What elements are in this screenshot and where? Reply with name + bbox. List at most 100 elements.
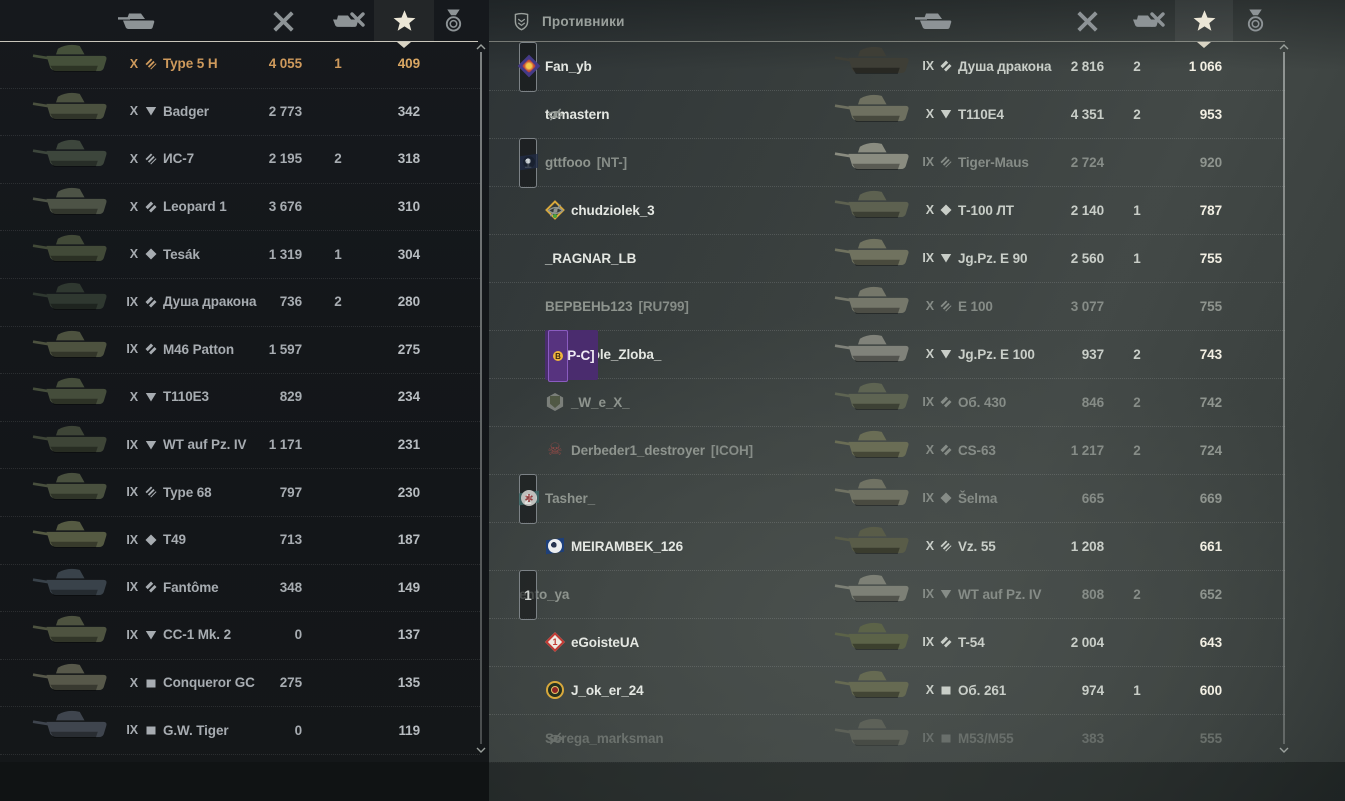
enemies-scrollbar[interactable] (1283, 52, 1285, 744)
xp-column-tab-selected[interactable] (374, 0, 434, 42)
player-name[interactable]: Derbeder1_destroyer (571, 442, 705, 458)
xp-value: 275 (397, 341, 420, 357)
allies-scrollbar[interactable] (480, 52, 482, 744)
xp-value: 669 (1199, 490, 1222, 506)
vehicle-tier: X (925, 347, 934, 361)
player-name[interactable]: _RAGNAR_LB (545, 250, 637, 266)
player-name[interactable]: MEIRAMBEK_126 (571, 538, 683, 554)
damage-value: 348 (279, 579, 302, 595)
medals-column-icon[interactable] (441, 0, 465, 42)
vehicle-name: CS-63 (958, 442, 996, 458)
ally-row[interactable]: IX CC-1 Mk. 2 0 137 (0, 611, 480, 660)
scroll-down-icon[interactable] (1279, 747, 1289, 753)
player-name[interactable]: chudziolek_3 (571, 202, 655, 218)
enemy-row[interactable]: _RAGNAR_LB IX Jg.Pz. E 90 2 560 1 755 (489, 234, 1285, 283)
vehicle-image (834, 573, 920, 616)
ally-row[interactable]: X Leopard 1 3 676 310 (0, 183, 480, 232)
enemy-row[interactable]: chudziolek_3 X Т-100 ЛТ 2 140 1 787 (489, 186, 1285, 235)
player-name[interactable]: Fan_yb (545, 58, 592, 74)
scroll-down-icon[interactable] (476, 747, 486, 753)
player-name[interactable]: J_ok_er_24 (571, 682, 644, 698)
enemy-row[interactable]: MEIRAMBEK_126 X Vz. 55 1 208 661 (489, 522, 1285, 571)
ally-row[interactable]: IX G.W. Tiger 0 119 (0, 706, 480, 755)
enemy-row[interactable]: _W_e_X_ IX Об. 430 846 2 742 (489, 378, 1285, 427)
player-name[interactable]: Serega_marksman (545, 730, 664, 746)
vehicle-tier: X (925, 539, 934, 553)
ally-row[interactable]: IX Fantôme 348 149 (0, 564, 480, 613)
frags-value: 2 (1133, 394, 1141, 410)
vehicle-image (32, 329, 118, 372)
player-identity: tomastern (519, 90, 609, 138)
xp-value: 742 (1199, 394, 1222, 410)
frags-value (323, 468, 353, 516)
enemy-row[interactable]: Serega_marksman IX M53/M55 383 555 (489, 714, 1285, 763)
enemy-row[interactable]: 1 gttfooo [NT-] IX Tiger-Maus 2 724 920 (489, 138, 1285, 188)
frags-value: 2 (1133, 586, 1141, 602)
ally-row[interactable]: X T110E3 829 234 (0, 373, 480, 422)
light-class-icon (940, 474, 954, 522)
enemy-row[interactable]: eGoisteUA IX T-54 2 004 643 (489, 618, 1285, 667)
vehicle-image (32, 376, 118, 419)
vehicle-column-icon[interactable] (914, 0, 954, 42)
clan-emblem (519, 488, 539, 508)
enemy-row[interactable]: tomastern X T110E4 4 351 2 953 (489, 90, 1285, 139)
vehicle-column-icon[interactable] (117, 0, 157, 42)
kills-column-icon[interactable] (325, 0, 365, 42)
damage-column-icon[interactable] (1075, 0, 1099, 42)
frags-value: 2 (1133, 442, 1141, 458)
vehicle-image (834, 718, 909, 746)
enemy-row[interactable]: ВЕРВЕНЬ123 [RU799] X E 100 3 077 755 (489, 282, 1285, 331)
enemy-row[interactable]: 2Tasher_ IX Šelma 665 669 (489, 474, 1285, 524)
enemy-row[interactable]: 1 ento_ya IX WT auf Pz. IV 808 2 652 (489, 570, 1285, 620)
enemy-row[interactable]: _Djole_Zloba_[O-P-C]B X Jg.Pz. E 100 937 2 74… (489, 330, 1285, 382)
ally-row[interactable]: X ИС-7 2 195 2 318 (0, 135, 480, 184)
squad-badge: 1 (519, 570, 537, 620)
vehicle-tier: X (925, 443, 934, 457)
ally-row[interactable]: X Badger 2 773 342 (0, 88, 480, 137)
ally-row[interactable]: IX WT auf Pz. IV 1 171 231 (0, 421, 480, 470)
vehicle-tier: IX (922, 587, 934, 601)
vehicle-image (32, 187, 107, 215)
kills-column-icon[interactable] (1125, 0, 1165, 42)
scroll-up-icon[interactable] (1279, 44, 1289, 50)
star-icon (1193, 9, 1215, 31)
player-name[interactable]: gttfooo (545, 154, 591, 170)
damage-value: 275 (279, 675, 302, 691)
vehicle-image (834, 669, 920, 712)
player-name[interactable]: ВЕРВЕНЬ123 (545, 298, 633, 314)
enemy-row[interactable]: J_ok_er_24 X Об. 261 974 1 600 (489, 666, 1285, 715)
ally-row-self[interactable]: X Type 5 H 4 055 1 409 (0, 40, 480, 89)
vehicle-tier: IX (126, 723, 138, 738)
ally-row[interactable]: IX T49 713 187 (0, 516, 480, 565)
ally-row[interactable]: IX Душа дракона 736 2 280 (0, 278, 480, 327)
xp-column-tab-selected[interactable] (1175, 0, 1233, 42)
damage-value: 1 597 (268, 341, 302, 357)
vehicle-tier: X (129, 675, 138, 690)
ally-row[interactable]: X Conqueror GC 275 135 (0, 659, 480, 708)
player-name[interactable]: _W_e_X_ (571, 394, 630, 410)
header-underline (0, 41, 478, 42)
ally-row[interactable]: IX Type 68 797 230 (0, 468, 480, 517)
frags-value: 1 (1133, 250, 1141, 266)
allies-header (0, 0, 489, 48)
scroll-up-icon[interactable] (476, 44, 486, 50)
medals-column-icon[interactable] (1243, 0, 1267, 42)
vehicle-name: Об. 430 (958, 394, 1007, 410)
vehicle-name: Душа дракона (958, 58, 1052, 74)
enemies-panel-background (489, 0, 1345, 801)
damage-value: 3 077 (1070, 298, 1104, 314)
ally-row[interactable]: IX M46 Patton 1 597 275 (0, 326, 480, 375)
damage-column-icon[interactable] (271, 0, 295, 42)
ally-row[interactable]: X Tesák 1 319 1 304 (0, 230, 480, 279)
player-name[interactable]: eGoisteUA (571, 634, 640, 650)
vehicle-name: CC-1 Mk. 2 (163, 627, 232, 643)
player-name[interactable]: tomastern (545, 106, 610, 122)
player-name[interactable]: Tasher_ (545, 490, 596, 506)
vehicle-image (32, 425, 107, 453)
vehicle-image (834, 670, 909, 698)
star-icon (393, 9, 415, 31)
damage-value: 383 (1081, 730, 1104, 746)
enemy-row[interactable]: Derbeder1_destroyer [ICOH] X CS-63 1 217 2 724 (489, 426, 1285, 475)
enemy-row[interactable]: 2 Fan_yb IX Душа дракона 2 816 2 1 066 (489, 42, 1285, 92)
vehicle-tier: X (129, 104, 138, 119)
